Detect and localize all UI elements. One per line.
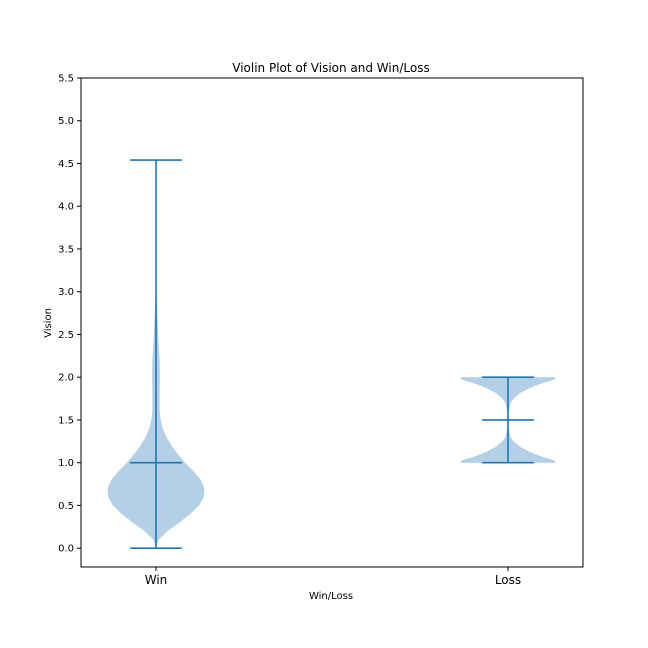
y-tick-label: 1.0	[58, 458, 74, 469]
x-tick-label-win: Win	[145, 573, 168, 587]
y-tick-label: 5.0	[58, 116, 74, 127]
x-axis-label: Win/Loss	[309, 591, 353, 602]
y-tick-label: 5.5	[58, 74, 74, 85]
y-tick-label: 4.0	[58, 202, 74, 213]
y-tick-label: 2.0	[58, 373, 74, 384]
y-tick-label: 3.0	[58, 287, 74, 298]
x-axis: Win Loss	[145, 567, 521, 587]
y-tick-label: 3.5	[58, 244, 74, 255]
chart-title: Violin Plot of Vision and Win/Loss	[232, 61, 429, 75]
y-tick-label: 0.0	[58, 544, 74, 555]
y-tick-label: 4.5	[58, 159, 74, 170]
y-axis-label: Vision	[43, 308, 54, 338]
y-tick-label: 0.5	[58, 501, 74, 512]
y-tick-label: 2.5	[58, 330, 74, 341]
violins-layer	[107, 283, 557, 549]
y-axis: 0.0 0.5 1.0 1.5 2.0 2.5 3.0 3.5 4.0 4.5 5.0 5.5	[58, 74, 81, 555]
plot-area-frame	[80, 77, 584, 568]
y-tick-label: 1.5	[58, 415, 74, 426]
x-tick-label-loss: Loss	[495, 573, 521, 587]
stats-layer	[130, 159, 534, 549]
